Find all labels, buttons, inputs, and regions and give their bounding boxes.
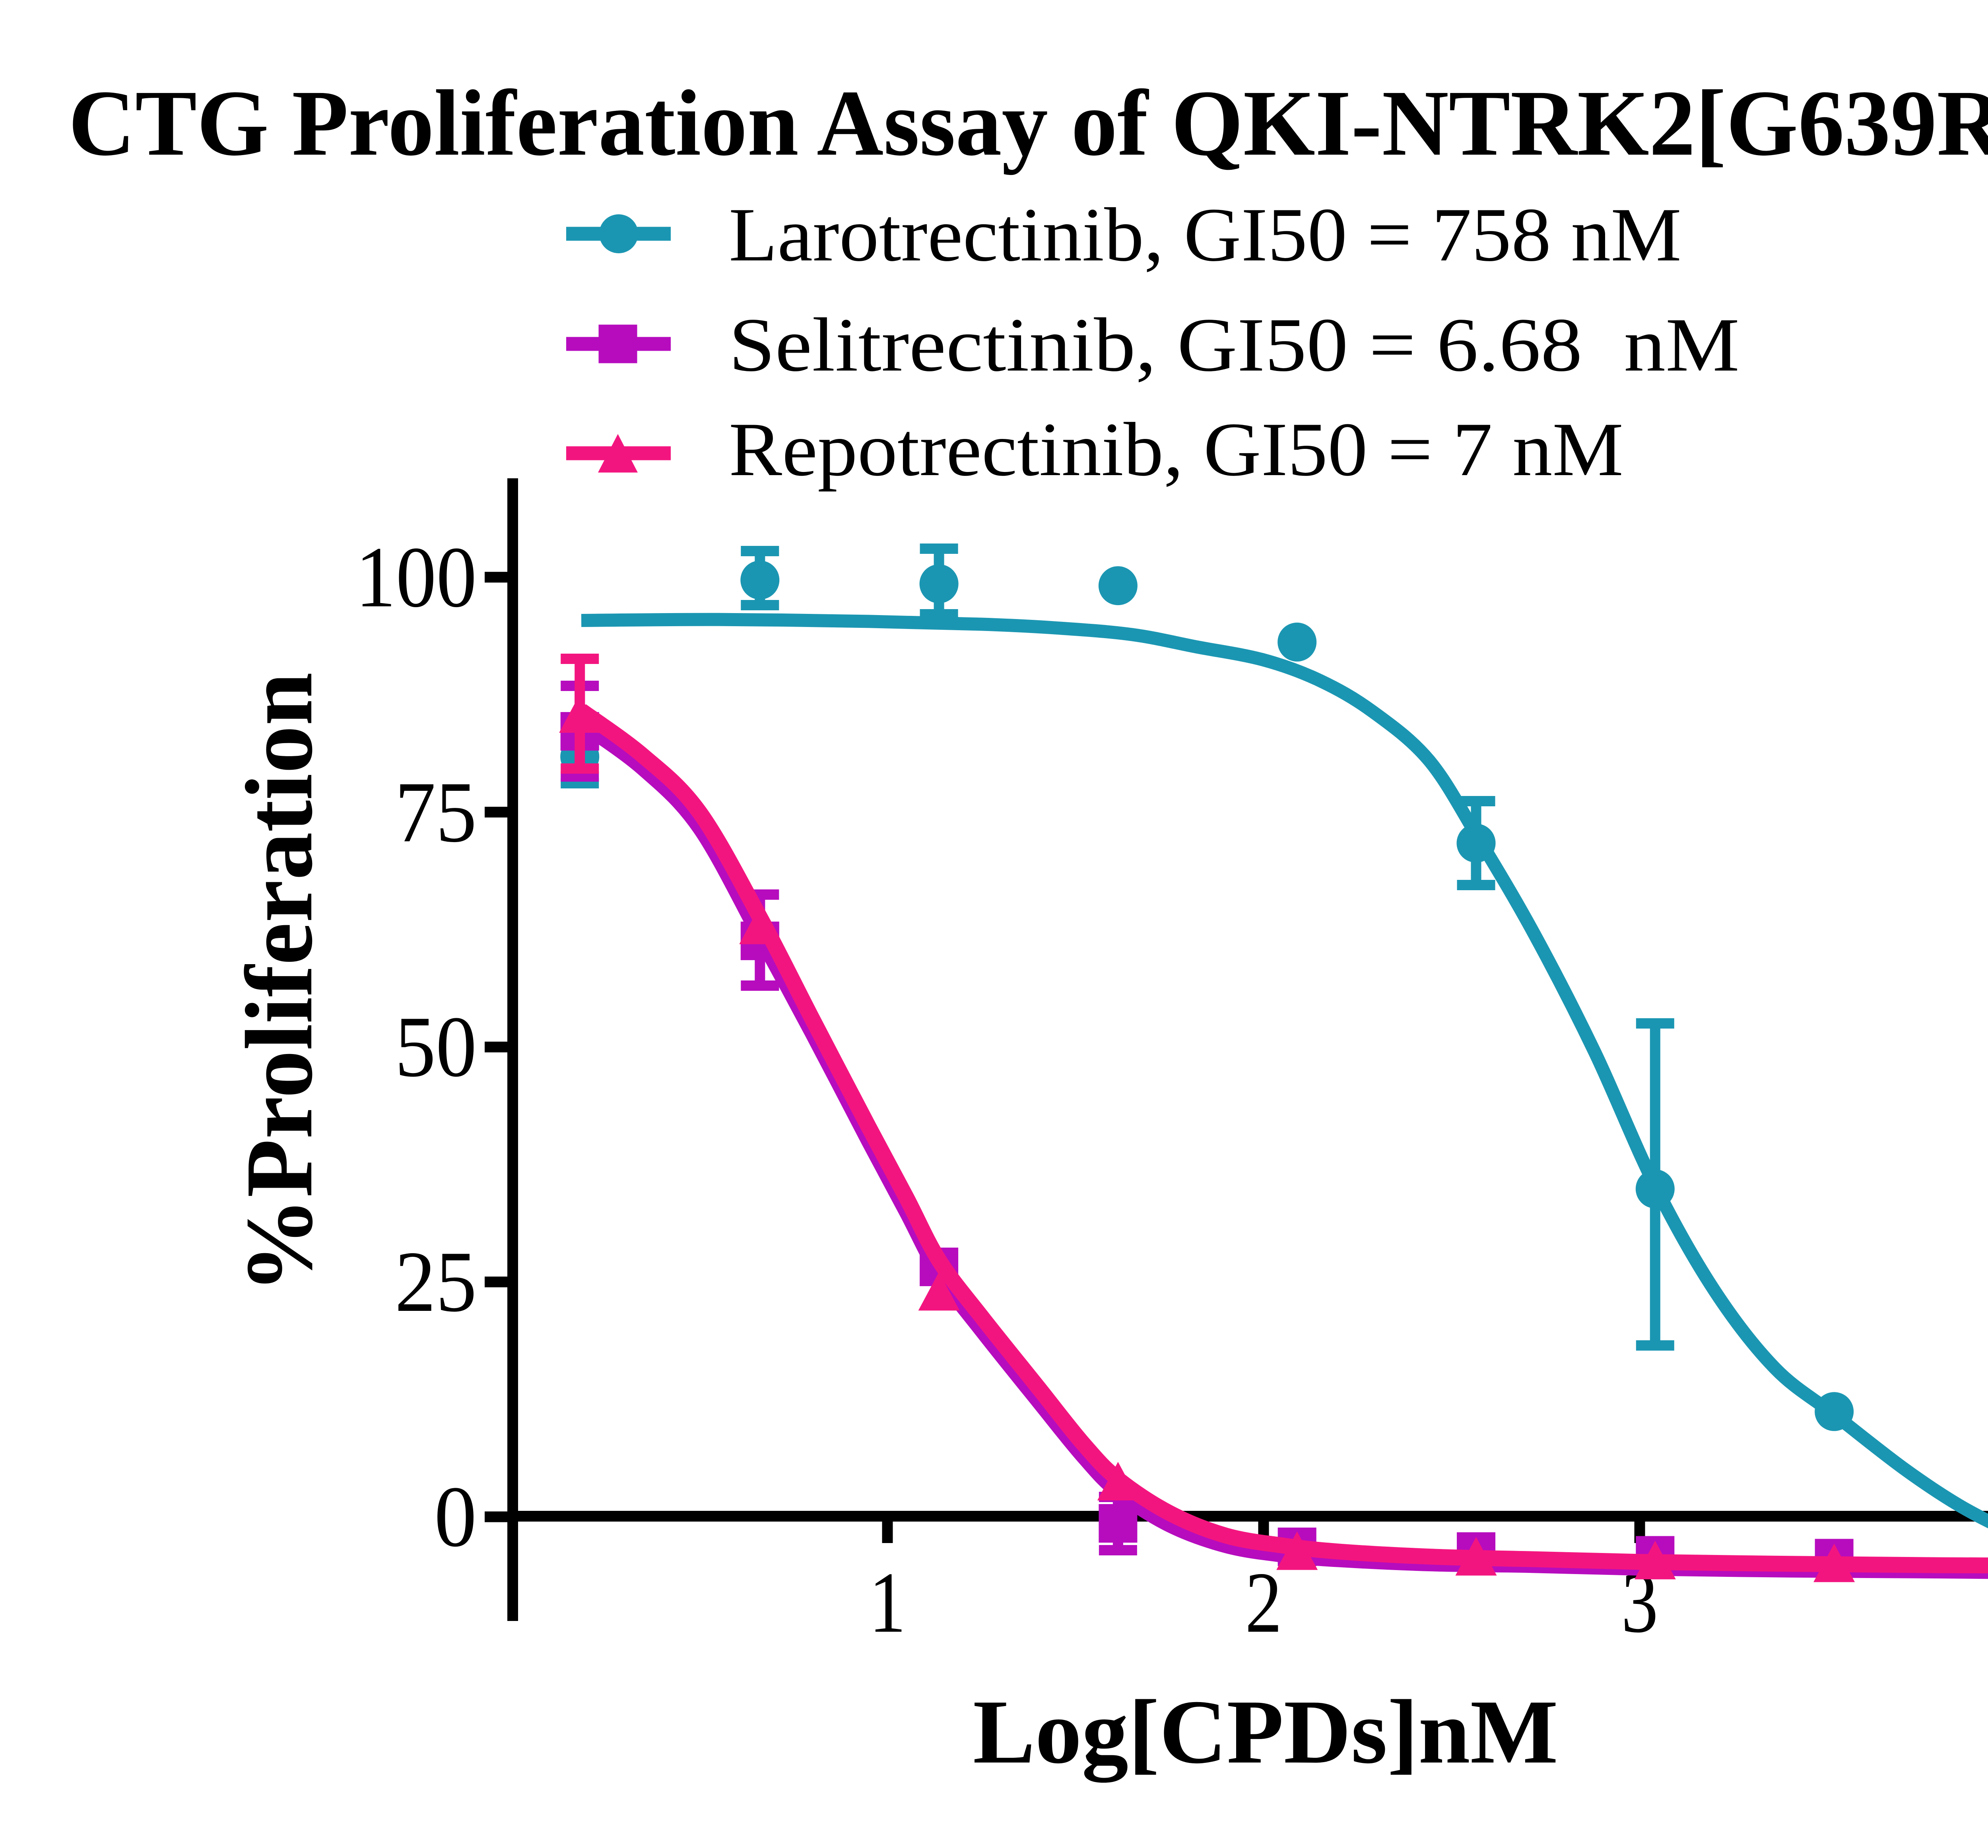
svg-text:CTG Proliferation Assay of QKI: CTG Proliferation Assay of QKI-NTRK2[G63…: [68, 71, 1988, 175]
svg-text:50: 50: [395, 999, 477, 1095]
svg-text:75: 75: [395, 764, 477, 860]
svg-text:2: 2: [1245, 1555, 1282, 1651]
svg-text:Log[CPDs]nM: Log[CPDs]nM: [973, 1681, 1558, 1783]
svg-text:Larotrectinib, GI50 = 758 nM: Larotrectinib, GI50 = 758 nM: [729, 192, 1681, 277]
svg-text:0: 0: [434, 1469, 477, 1565]
svg-text:%Proliferation: %Proliferation: [226, 672, 332, 1293]
svg-text:1: 1: [869, 1555, 906, 1651]
svg-text:Repotrectinib, GI50 = 7 nM: Repotrectinib, GI50 = 7 nM: [729, 407, 1623, 492]
svg-text:Selitrectinib, GI50 = 6.68 nM: Selitrectinib, GI50 = 6.68 nM: [729, 302, 1740, 387]
svg-text:25: 25: [395, 1234, 477, 1330]
svg-text:100: 100: [355, 529, 477, 625]
